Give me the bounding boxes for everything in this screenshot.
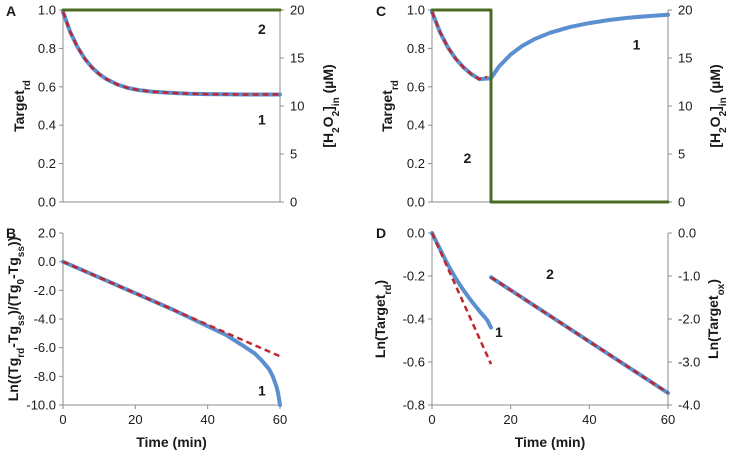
y-tick-label: 0.0 [407, 195, 425, 210]
x-tick-label: 60 [661, 412, 675, 427]
panel-b: B -10.0 -8.0 -6.0 -4.0 -2.0 0.0 2.0 0 20 40 60 1 Ln((… [5, 225, 287, 450]
y-tick-label: -4.0 [34, 312, 56, 327]
x-axis-label: Time (min) [136, 434, 207, 450]
curve-annotation: 1 [258, 383, 266, 399]
y2-tick-label: 10 [290, 99, 304, 114]
y-tick-label: 0.0 [407, 226, 425, 241]
y-tick-label: -0.2 [403, 269, 425, 284]
y-tick-label: 0.0 [38, 254, 56, 269]
y-tick-label: -10.0 [26, 398, 56, 413]
y2-tick-label: -4.0 [678, 398, 700, 413]
y2-tick-label: 5 [290, 147, 297, 162]
panel-c: C 0.0 0.2 0.4 0.6 0.8 1.0 0 5 10 15 20 1 2 Targetrd [H2… [376, 3, 729, 210]
series-line-3 [430, 8, 670, 204]
y-tick-label: 0.6 [407, 79, 425, 94]
y-tick-label: -0.6 [403, 355, 425, 370]
y2-axis-label: [H2O2]in (µM) [320, 64, 342, 147]
curve-annotation: 1 [258, 111, 266, 127]
x-tick-label: 20 [503, 412, 517, 427]
panel-letter-d: D [376, 225, 386, 241]
curve-annotation: 1 [633, 37, 641, 53]
y-tick-label: 0.4 [407, 118, 425, 133]
panel-letter-a: A [6, 3, 16, 19]
y-tick-label: 0.0 [38, 195, 56, 210]
panel-a: A 0.0 0.2 0.4 0.6 0.8 1.0 0 5 10 15 20 2 1 Targetrd [H2… [6, 3, 342, 210]
y2-tick-label: -2.0 [678, 312, 700, 327]
y-tick-label: 1.0 [407, 3, 425, 18]
y2-tick-label: 20 [678, 3, 692, 18]
y2-tick-label: 0.0 [678, 226, 696, 241]
y-tick-label: 1.0 [38, 3, 56, 18]
y2-tick-label: 20 [290, 3, 304, 18]
x-axis-label: Time (min) [515, 434, 586, 450]
series-line-2 [430, 232, 493, 365]
x-tick-label: 20 [128, 412, 142, 427]
curve-annotation: 1 [495, 324, 503, 340]
y2-axis-label: Ln(Targetox) [705, 279, 727, 359]
panel-letter-c: C [376, 3, 386, 19]
y-axis-label: Targetrd [379, 80, 401, 132]
y-tick-label: 0.2 [407, 156, 425, 171]
series-line-1 [430, 231, 493, 330]
panel-d: D -0.8 -0.6 -0.4 -0.2 0.0 -4.0 -3.0 -2.0 -1.0 0.0 0… [372, 225, 727, 450]
y2-tick-label: 15 [290, 51, 304, 66]
y-tick-label: -0.4 [403, 312, 425, 327]
y-tick-label: -8.0 [34, 369, 56, 384]
y-tick-label: -0.8 [403, 398, 425, 413]
x-tick-label: 40 [200, 412, 214, 427]
x-tick-label: 40 [582, 412, 596, 427]
y-tick-label: -2.0 [34, 283, 56, 298]
y-tick-label: 0.8 [407, 41, 425, 56]
series-line-2 [61, 11, 280, 96]
y-tick-label: 0.8 [38, 41, 56, 56]
y-tick-label: 0.6 [38, 79, 56, 94]
y2-tick-label: 5 [678, 147, 685, 162]
panel-letter-b: B [6, 225, 16, 241]
y2-tick-label: 0 [290, 195, 297, 210]
y-tick-label: 0.4 [38, 118, 56, 133]
y-axis-label: Targetrd [11, 80, 33, 132]
series-line-1 [61, 259, 282, 407]
y2-tick-label: 10 [678, 99, 692, 114]
y-axis-label: Ln((Tgrd-Tgss)/(Tg0-Tgss)) [5, 237, 27, 402]
series-line-1 [61, 9, 282, 97]
y-tick-label: -6.0 [34, 340, 56, 355]
y-tick-label: 2.0 [38, 226, 56, 241]
y2-tick-label: -1.0 [678, 269, 700, 284]
x-tick-label: 0 [59, 412, 66, 427]
curve-annotation: 2 [258, 21, 266, 37]
y2-tick-label: 15 [678, 51, 692, 66]
x-tick-label: 60 [273, 412, 287, 427]
series-line-2 [430, 11, 488, 81]
series-line-4 [490, 276, 669, 395]
curve-annotation: 2 [546, 266, 554, 282]
y-axis-label: Ln(Targetrd) [372, 280, 394, 358]
y-tick-label: 0.2 [38, 156, 56, 171]
x-tick-label: 0 [428, 412, 435, 427]
y2-tick-label: 0 [678, 195, 685, 210]
curve-annotation: 2 [464, 150, 472, 166]
y2-tick-label: -3.0 [678, 355, 700, 370]
y2-axis-label: [H2O2]in (µM) [707, 64, 729, 147]
